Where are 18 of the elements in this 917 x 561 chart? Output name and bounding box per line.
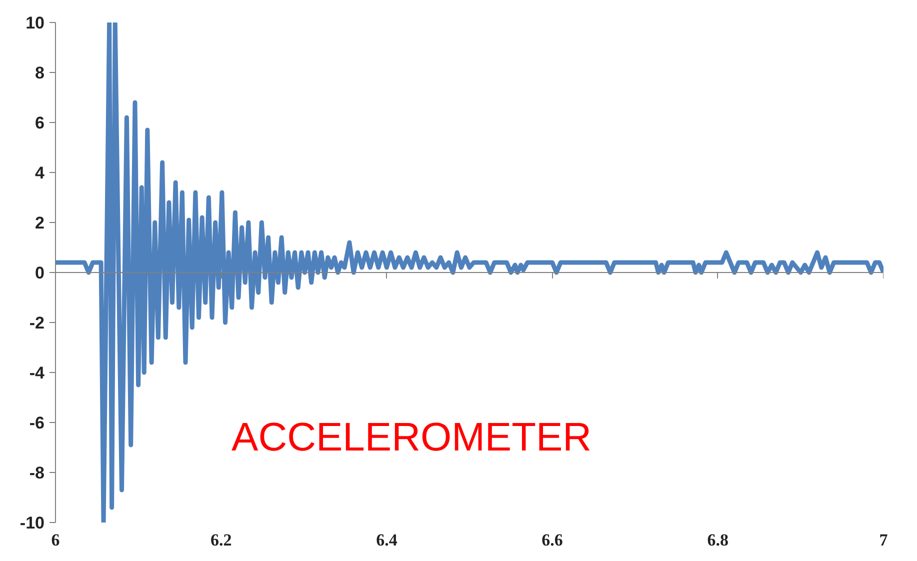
y-tick-label: 6 <box>35 114 45 132</box>
x-tick-label: 6 <box>51 530 60 550</box>
x-tick-label: 7 <box>879 530 888 550</box>
annotation: ACCELEROMETER <box>232 416 592 460</box>
x-tick-label: 6.6 <box>542 530 563 550</box>
y-tick-label: 4 <box>35 164 46 182</box>
y-tick-label: 8 <box>35 64 45 82</box>
y-tick-label: -6 <box>29 414 45 432</box>
y-tick-label: 2 <box>35 214 45 232</box>
x-tick-label: 6.2 <box>210 530 232 550</box>
y-tick-label: 0 <box>35 264 45 282</box>
x-tick-label: 6.4 <box>376 530 398 550</box>
y-tick-label: -4 <box>29 364 46 382</box>
y-tick-label: 10 <box>26 14 45 32</box>
y-tick-label: -2 <box>29 314 45 332</box>
x-tick-label: 6.8 <box>707 530 729 550</box>
y-tick-label: -8 <box>29 464 45 482</box>
y-tick-label: -10 <box>20 514 45 532</box>
